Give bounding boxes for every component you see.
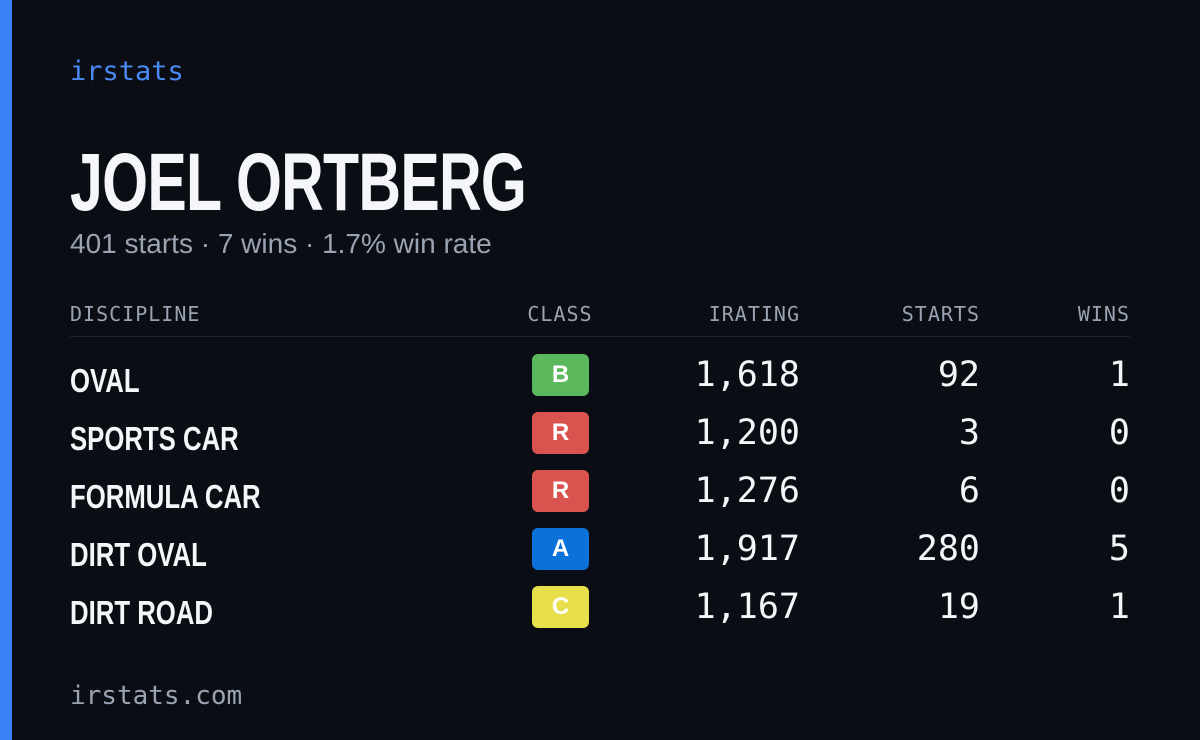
irating-value: 1,917 — [694, 529, 800, 569]
wins-value: 0 — [1108, 471, 1130, 511]
wins-value: 5 — [1108, 529, 1130, 569]
column-header: IRATING — [708, 302, 800, 326]
discipline: DIRT OVAL — [70, 536, 207, 573]
starts-value: 280 — [916, 529, 980, 569]
summary: 401 starts · 7 wins · 1.7% win rate — [70, 228, 492, 259]
divider — [70, 336, 1130, 337]
starts-value: 3 — [958, 413, 980, 453]
irating-value: 1,200 — [694, 413, 800, 453]
class-badge: B — [532, 354, 589, 396]
column-header: WINS — [1077, 302, 1130, 326]
wins-value: 1 — [1108, 587, 1130, 627]
column-header: STARTS — [901, 302, 980, 326]
class-badge: R — [532, 412, 589, 454]
wins-value: 0 — [1108, 413, 1130, 453]
discipline: SPORTS CAR — [70, 420, 239, 457]
discipline: OVAL — [70, 362, 140, 399]
wins-value: 1 — [1108, 355, 1130, 395]
column-header: CLASS — [527, 302, 593, 326]
irating-value: 1,618 — [694, 355, 800, 395]
starts-value: 19 — [937, 587, 980, 627]
column-header: DISCIPLINE — [70, 302, 201, 326]
accent-bar — [0, 0, 12, 740]
class-badge: A — [532, 528, 589, 570]
driver-name: JOEL ORTBERG — [70, 137, 527, 228]
footer-site: irstats.com — [70, 681, 243, 711]
discipline: FORMULA CAR — [70, 478, 261, 515]
irating-value: 1,276 — [694, 471, 800, 511]
starts-value: 92 — [937, 355, 980, 395]
discipline: DIRT ROAD — [70, 594, 213, 631]
irating-value: 1,167 — [694, 587, 800, 627]
starts-value: 6 — [958, 471, 980, 511]
class-badge: R — [532, 470, 589, 512]
class-badge: C — [532, 586, 589, 628]
brand: irstats — [70, 56, 184, 87]
